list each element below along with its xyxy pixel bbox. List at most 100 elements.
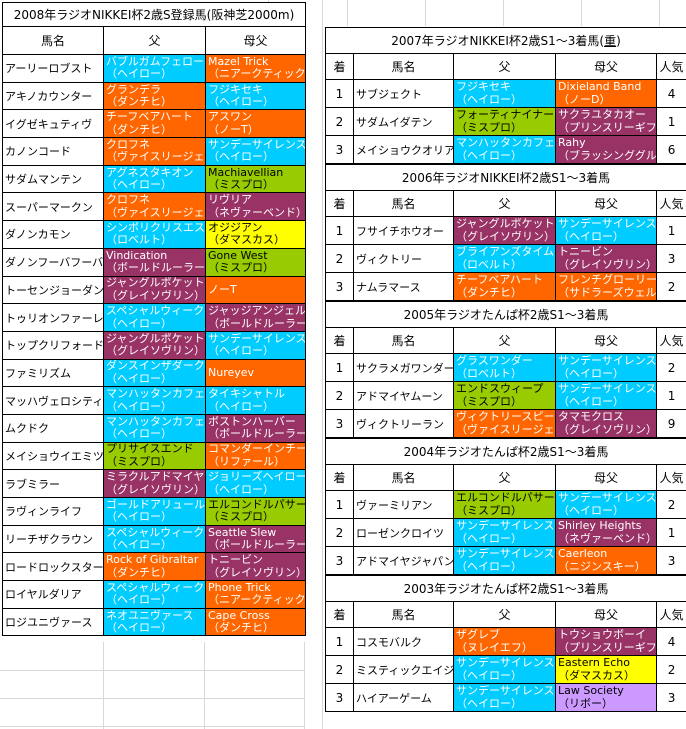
pedigree-name: サンデーサイレンス — [208, 332, 305, 345]
pedigree-line: （ミスプロ） — [456, 121, 522, 134]
pedigree-line: （ヘイロー） — [558, 367, 624, 380]
pedigree-line: （ミスプロ） — [456, 504, 522, 517]
pedigree-line: （ボールドルーラー） — [208, 539, 305, 552]
pedigree-line: （ヴァイスリージェ） — [106, 151, 205, 164]
pedigree-cell: アスワン （ノーT） — [205, 109, 306, 139]
pedigree-name: サクラユタカオー — [558, 109, 646, 121]
pedigree-line: （グレイソヴリン） — [208, 566, 305, 579]
result-title-text: 2004年ラジオたんぱ杯2歳S1～3着馬 — [403, 445, 609, 459]
pedigree-cell: Caerleon （ニジンスキー） — [555, 546, 657, 575]
column-header-sire: 父 — [453, 464, 556, 491]
horse-name-cell: ロードロックスター — [2, 552, 104, 582]
column-header-damsire: 母父 — [555, 53, 657, 80]
result-row: 2 ローゼンクロイツ サンデーサイレンス （ヘイロー） Shirley Heights （… — [325, 518, 686, 547]
entry-row: トゥリオンファーレ スペシャルウィーク （ヘイロー） ジャッジアンジェル （ボールドルー… — [2, 303, 306, 332]
popularity-cell: 4 — [655, 79, 686, 108]
pedigree-name: クロフネ — [106, 194, 150, 207]
pedigree-name: スペシャルウィーク — [106, 305, 205, 318]
entry-row: ラヴィンライフ ゴールドアリュール （ヘイロー） エルコンドルパサー （ミスプロ） — [2, 497, 306, 526]
pedigree-line: （ヘイロー） — [106, 511, 172, 524]
pedigree-line: （ヘイロー） — [208, 400, 274, 413]
pedigree-cell: マンハッタンカフェ （ヘイロー） — [103, 413, 206, 443]
pedigree-cell: Dixieland Band （ノーD） — [555, 79, 657, 108]
pedigree-name: クロフネ — [106, 138, 150, 151]
pedigree-cell: クロフネ （ヴァイスリージェ） — [103, 137, 206, 166]
entry-row: ダノンフーバフーバ Vindication （ボールドルーラー） Gone West （… — [2, 247, 306, 277]
result-title-underlined: 重 — [604, 34, 617, 48]
pedigree-cell: シンボリクリスエス （ロベルト） — [103, 220, 206, 249]
finish-position-cell: 2 — [325, 381, 354, 410]
sheet-gridline — [0, 670, 305, 671]
pedigree-cell: フォーティナイナー （ミスプロ） — [453, 107, 556, 136]
pedigree-line: （ヘイロー） — [456, 669, 522, 682]
column-header-damsire: 母父 — [555, 190, 657, 217]
entry-row: リーチザクラウン スペシャルウィーク （ヘイロー） Seattle Slew （ボールド… — [2, 524, 306, 554]
pedigree-cell: サンデーサイレンス （ヘイロー） — [555, 353, 657, 382]
pedigree-line: （ダンチヒ） — [208, 622, 274, 635]
pedigree-name: サンデーサイレンス — [558, 383, 656, 395]
pedigree-cell: Law Society （リボー） — [555, 683, 657, 712]
pedigree-name: Shirley Heights — [558, 520, 642, 532]
pedigree-cell: リヴリア （ネヴァーベンド） — [205, 192, 306, 222]
pedigree-name: マンハッタンカフェ — [106, 415, 205, 428]
entry-row: ダノンカモン シンボリクリスエス （ロベルト） オジジアン （ダマスカス） — [2, 220, 306, 249]
pedigree-name: ジャッジアンジェル — [208, 305, 305, 318]
pedigree-name: サンデーサイレンス — [456, 548, 555, 560]
entry-row: イグゼキュティヴ チーフベアハート （ダンチヒ） アスワン （ノーT） — [2, 109, 306, 139]
pedigree-line: （ミスプロ） — [208, 511, 274, 524]
pedigree-name: Mazel Trick — [208, 55, 269, 68]
result-row: 2 サダムイダテン フォーティナイナー （ミスプロ） サクラユタカオー （プリンスリーギフ… — [325, 107, 686, 136]
horse-name-cell: アドマイヤムーン — [353, 381, 454, 410]
pedigree-cell: Eastern Echo （ダマスカス） — [555, 655, 657, 684]
pedigree-name: ザグレブ — [456, 629, 500, 641]
pedigree-name: エルコンドルパサー — [208, 498, 305, 511]
pedigree-line: （ダンチヒ） — [106, 566, 172, 579]
popularity-cell: 2 — [655, 353, 686, 382]
result-row: 1 サクラメガワンダー グラスワンダー （ロベルト） サンデーサイレンス （ヘイロー） 2 — [325, 353, 686, 382]
pedigree-cell: アグネスタキオン （ヘイロー） — [103, 164, 206, 194]
pedigree-cell: バブルガムフェロー （ヘイロー） — [103, 54, 206, 83]
pedigree-cell: ボストンハーバー（ボールドルーラー） — [205, 413, 306, 443]
entry-row: ファミリズム ダンスインザダーク （ヘイロー） Nureyev — [2, 358, 306, 388]
result-row: 2 ミスティックエイジ サンデーサイレンス （ヘイロー） Eastern Echo （ダマ… — [325, 655, 686, 684]
finish-position-cell: 3 — [325, 409, 354, 438]
pedigree-line: （ボールドルーラー） — [208, 428, 305, 441]
pedigree-name: エンドスウィープ — [456, 383, 544, 395]
popularity-cell: 3 — [655, 683, 686, 712]
pedigree-line: （ロベルト） — [456, 367, 522, 380]
pedigree-line: （ヘイロー） — [456, 532, 522, 545]
column-header-horse-name: 馬名 — [353, 327, 454, 354]
pedigree-name: フレンチグローリー — [558, 274, 656, 286]
pedigree-line: （プリンスリーギフ） — [558, 121, 656, 134]
pedigree-name: ジョリーズヘイロー — [208, 471, 305, 484]
horse-name-cell: ラヴィンライフ — [2, 497, 104, 526]
result-row: 3ナムラマースチーフベアハート（ダンチヒ）フレンチグローリー（サドラーズウェル）… — [325, 272, 686, 301]
pedigree-cell: スペシャルウィーク （ヘイロー） — [103, 580, 206, 609]
pedigree-name: Eastern Echo — [558, 657, 630, 669]
pedigree-name: フジキセキ — [456, 81, 511, 93]
pedigree-line: （ヘイロー） — [106, 179, 172, 192]
pedigree-line: （ヘイロー） — [456, 560, 522, 573]
pedigree-name: サンデーサイレンス — [558, 355, 656, 367]
pedigree-cell: サンデーサイレンス （ヘイロー） — [555, 490, 657, 519]
popularity-cell: 2 — [655, 272, 686, 301]
pedigree-line: （グレイソヴリン） — [558, 423, 656, 436]
pedigree-line: （ヘイロー） — [558, 230, 624, 243]
pedigree-line: （ヘイロー） — [456, 149, 522, 162]
pedigree-cell: ノーT — [205, 275, 306, 305]
pedigree-cell: ヴィクトリースピー （ヴァイスリージェ） — [453, 409, 556, 438]
pedigree-name: アスワン — [208, 111, 252, 124]
pedigree-cell: ミラクルアドマイヤ （グレイソヴリン） — [103, 469, 206, 498]
entry-row: トーセンジョーダン ジャングルポケット （グレイソヴリン） ノーT — [2, 275, 306, 305]
result-row: 3 ヴィクトリーラン ヴィクトリースピー （ヴァイスリージェ） タマモクロス （グレイソヴ… — [325, 409, 686, 438]
column-header-finish: 着 — [325, 601, 354, 628]
entry-row: ロイヤルダリア スペシャルウィーク （ヘイロー） Phone Trick （ニアークティ… — [2, 580, 306, 609]
finish-position-cell: 1 — [325, 79, 354, 108]
pedigree-cell: フレンチグローリー（サドラーズウェル） — [555, 272, 657, 301]
horse-name-cell: ヴァーミリアン — [353, 490, 454, 519]
horse-name-cell: カノンコード — [2, 137, 104, 166]
result-table: 2003年ラジオたんぱ杯2歳S1～3着馬着馬名父母父 人気 1 コスモバルク ザグレブ（… — [324, 575, 686, 712]
horse-name-cell: サブジェクト — [353, 79, 454, 108]
popularity-cell: 2 — [655, 655, 686, 684]
pedigree-line: （ヘイロー） — [208, 345, 274, 358]
